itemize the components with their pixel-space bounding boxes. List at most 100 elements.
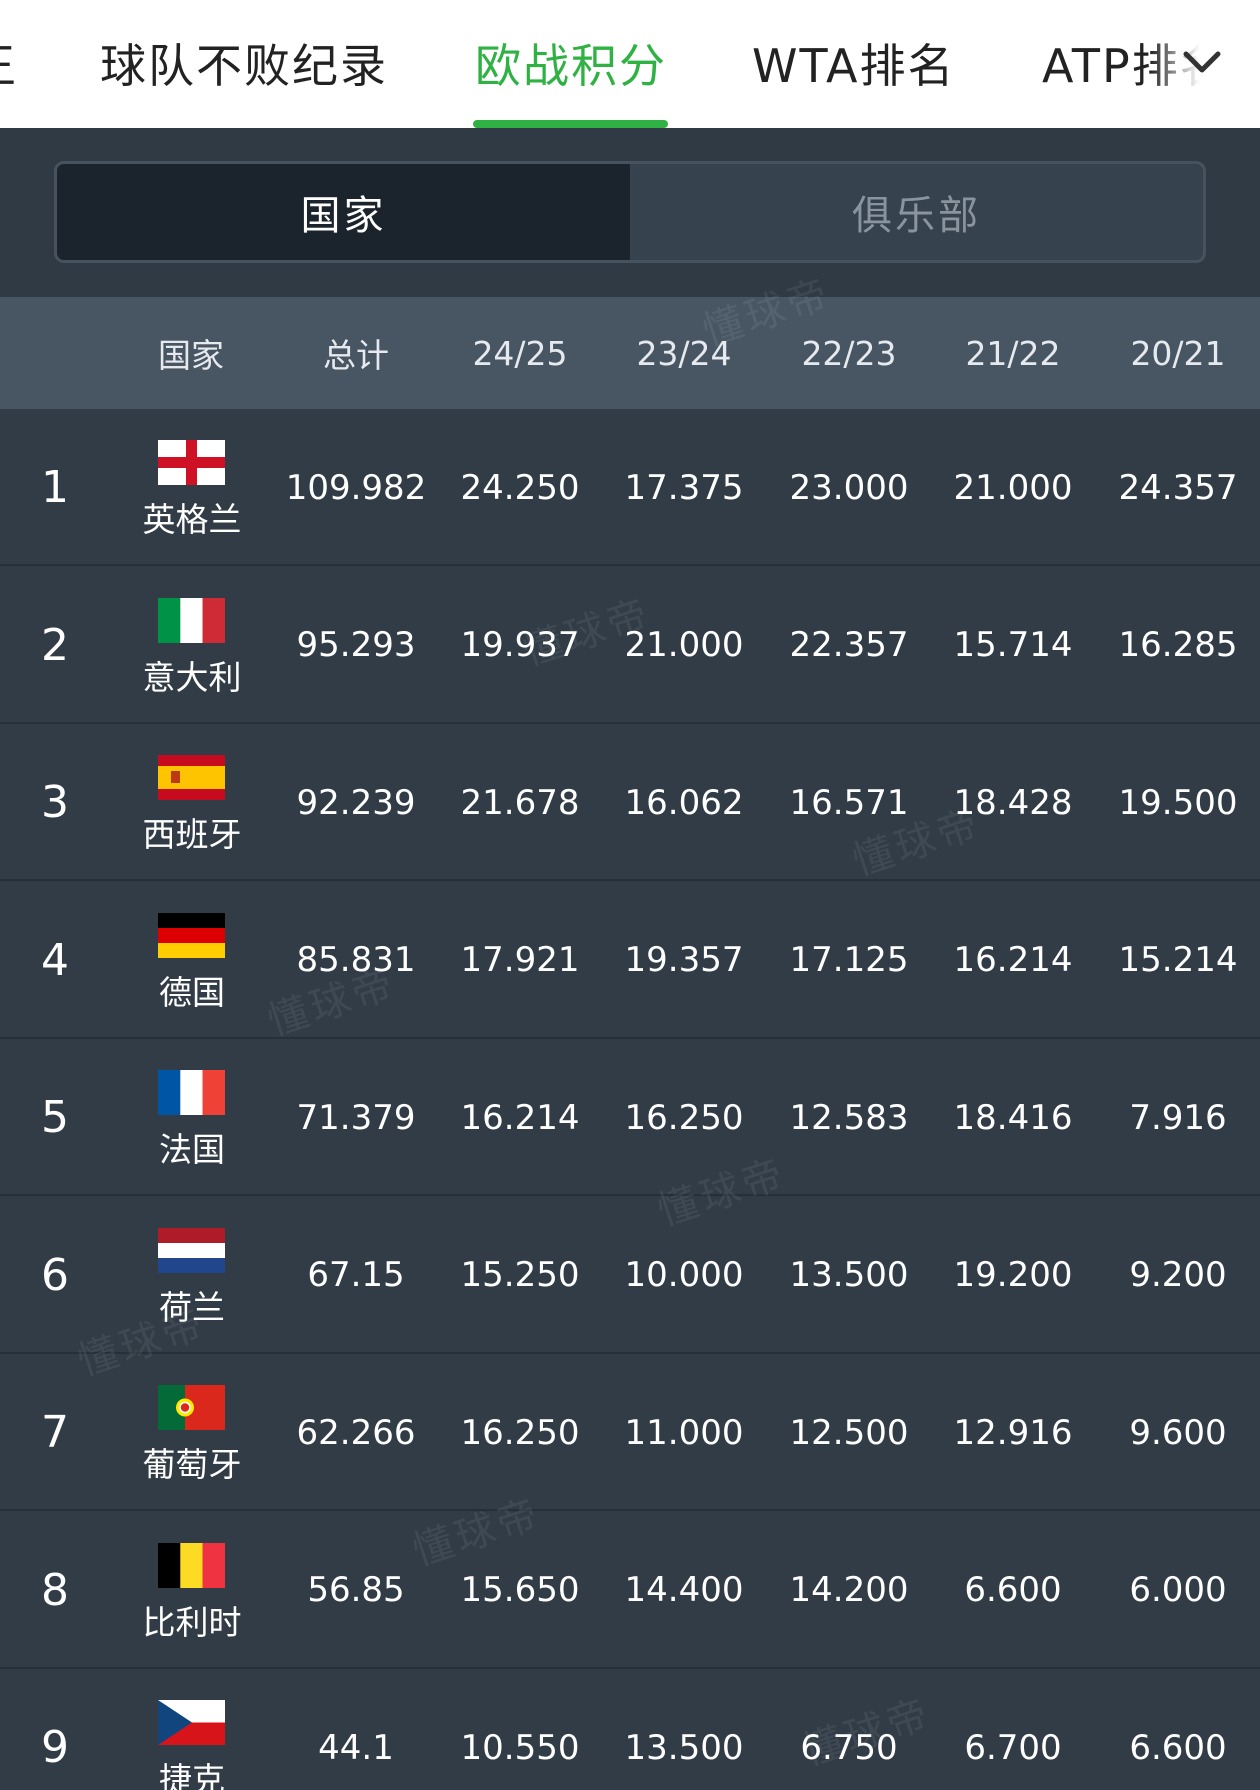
season-points-cell: 10.550 <box>460 1727 580 1768</box>
season-points-cell: 6.750 <box>800 1727 898 1768</box>
season-points-cell: 17.125 <box>789 940 909 980</box>
total-points-cell: 67.15 <box>307 1255 405 1295</box>
season-points-cell: 16.571 <box>789 782 909 823</box>
rank-number: 5 <box>41 1092 69 1143</box>
column-header: 23/24 <box>636 333 732 373</box>
total-points-cell: 62.266 <box>296 1412 416 1453</box>
table-row[interactable]: 3 西班牙 92.239 21.678 16.062 16.571 18.428 19.500 <box>0 724 1260 881</box>
top-tab-bar: 王球队不败纪录欧战积分WTA排名ATP排名 <box>0 0 1260 128</box>
flag-netherlands-icon <box>158 1227 225 1273</box>
season-points-cell: 14.200 <box>789 1570 909 1610</box>
season-points-cell: 15.250 <box>460 1255 580 1295</box>
season-points-cell: 18.428 <box>953 782 1073 823</box>
rank-number: 6 <box>41 1249 69 1301</box>
table-header: 国家 总计 24/25 23/24 22/23 21/22 20/21 <box>0 297 1260 409</box>
season-points-cell: 14.400 <box>624 1570 744 1610</box>
season-points-cell: 15.214 <box>1118 940 1238 980</box>
flag-england-icon <box>158 440 225 485</box>
country-name: 比利时 <box>142 1602 242 1642</box>
season-points-cell: 22.357 <box>789 625 909 665</box>
table-row[interactable]: 4 德国 85.831 17.921 19.357 17.125 16.214 15.214 <box>0 881 1260 1039</box>
column-header: 国家 <box>158 336 224 375</box>
season-points-cell: 12.916 <box>953 1412 1073 1453</box>
flag-portugal-icon <box>158 1385 225 1430</box>
flag-germany-icon <box>158 912 225 958</box>
season-points-cell: 16.285 <box>1118 625 1238 665</box>
country-name: 法国 <box>159 1130 225 1169</box>
table-row[interactable]: 2 意大利 95.293 19.937 21.000 22.357 15.714 16.285 <box>0 566 1260 724</box>
column-header: 总计 <box>323 336 389 375</box>
season-points-cell: 21.678 <box>460 782 580 823</box>
table-row[interactable]: 7 葡萄牙 62.266 16.250 11.000 12.500 12.916 9.600 <box>0 1354 1260 1511</box>
season-points-cell: 16.062 <box>624 782 744 823</box>
flag-italy-icon <box>158 597 225 643</box>
active-tab-indicator <box>473 120 668 128</box>
total-points-cell: 95.293 <box>296 625 416 665</box>
season-points-cell: 12.583 <box>789 1097 909 1138</box>
flag-france-icon <box>158 1070 225 1115</box>
season-points-cell: 24.357 <box>1118 467 1238 508</box>
rank-number: 8 <box>41 1564 69 1616</box>
segment-control: 国家 俱乐部 <box>54 161 1206 263</box>
table-row[interactable]: 5 法国 71.379 16.214 16.250 12.583 18.416 7.916 <box>0 1039 1260 1196</box>
tab-item[interactable]: 球队不败纪录 <box>100 39 388 93</box>
chevron-down-icon[interactable] <box>1180 40 1224 84</box>
flag-spain-icon <box>158 755 225 800</box>
table-row[interactable]: 9 捷克 44.1 10.550 13.500 6.750 6.700 6.600 <box>0 1669 1260 1790</box>
country-name: 捷克 <box>159 1760 225 1790</box>
season-points-cell: 16.214 <box>953 940 1073 980</box>
tab-item[interactable]: 王 <box>0 30 18 96</box>
total-points-cell: 56.85 <box>307 1570 405 1610</box>
total-points-cell: 92.239 <box>296 782 416 823</box>
season-points-cell: 16.250 <box>624 1097 744 1138</box>
flag-belgium-icon <box>158 1542 225 1588</box>
season-points-cell: 17.921 <box>460 940 580 980</box>
season-points-cell: 13.500 <box>624 1727 744 1768</box>
season-points-cell: 19.500 <box>1118 782 1238 823</box>
country-name: 荷兰 <box>159 1287 225 1327</box>
table-row[interactable]: 8 比利时 56.85 15.650 14.400 14.200 6.600 6.000 <box>0 1511 1260 1669</box>
tab-item[interactable]: 欧战积分 <box>475 39 667 93</box>
season-points-cell: 21.000 <box>624 625 744 665</box>
total-points-cell: 71.379 <box>296 1097 416 1138</box>
rank-number: 1 <box>41 462 69 513</box>
season-points-cell: 10.000 <box>624 1255 744 1295</box>
season-points-cell: 11.000 <box>624 1412 744 1453</box>
segment-national[interactable]: 国家 <box>57 164 630 260</box>
season-points-cell: 15.650 <box>460 1570 580 1610</box>
rank-number: 4 <box>41 934 69 986</box>
season-points-cell: 9.200 <box>1129 1255 1227 1295</box>
column-header: 22/23 <box>801 333 897 373</box>
segment-club[interactable]: 俱乐部 <box>852 193 981 239</box>
season-points-cell: 6.700 <box>964 1727 1062 1768</box>
country-name: 西班牙 <box>142 815 242 854</box>
rank-number: 9 <box>41 1722 69 1773</box>
season-points-cell: 12.500 <box>789 1412 909 1453</box>
total-points-cell: 109.982 <box>285 467 427 508</box>
season-points-cell: 19.200 <box>953 1255 1073 1295</box>
column-header: 20/21 <box>1130 333 1226 373</box>
season-points-cell: 19.937 <box>460 625 580 665</box>
season-points-cell: 6.000 <box>1129 1570 1227 1610</box>
season-points-cell: 6.600 <box>1129 1727 1227 1768</box>
table-row[interactable]: 1 英格兰 109.982 24.250 17.375 23.000 21.000 24.35… <box>0 409 1260 566</box>
season-points-cell: 19.357 <box>624 940 744 980</box>
season-points-cell: 16.250 <box>460 1412 580 1453</box>
column-header: 24/25 <box>472 333 568 373</box>
table-row[interactable]: 6 荷兰 67.15 15.250 10.000 13.500 19.200 9.200 <box>0 1196 1260 1354</box>
country-name: 德国 <box>159 972 225 1012</box>
country-name: 英格兰 <box>142 500 242 539</box>
rank-number: 3 <box>41 777 69 828</box>
total-points-cell: 44.1 <box>318 1727 394 1768</box>
season-points-cell: 7.916 <box>1129 1097 1227 1138</box>
season-points-cell: 13.500 <box>789 1255 909 1295</box>
season-points-cell: 18.416 <box>953 1097 1073 1138</box>
season-points-cell: 9.600 <box>1129 1412 1227 1453</box>
season-points-cell: 23.000 <box>789 467 909 508</box>
column-header: 21/22 <box>965 333 1061 373</box>
tab-strip: 王球队不败纪录欧战积分WTA排名ATP排名 <box>0 0 1260 128</box>
season-points-cell: 15.714 <box>953 625 1073 665</box>
tab-item[interactable]: WTA排名 <box>752 39 956 93</box>
season-points-cell: 16.214 <box>460 1097 580 1138</box>
season-points-cell: 21.000 <box>953 467 1073 508</box>
